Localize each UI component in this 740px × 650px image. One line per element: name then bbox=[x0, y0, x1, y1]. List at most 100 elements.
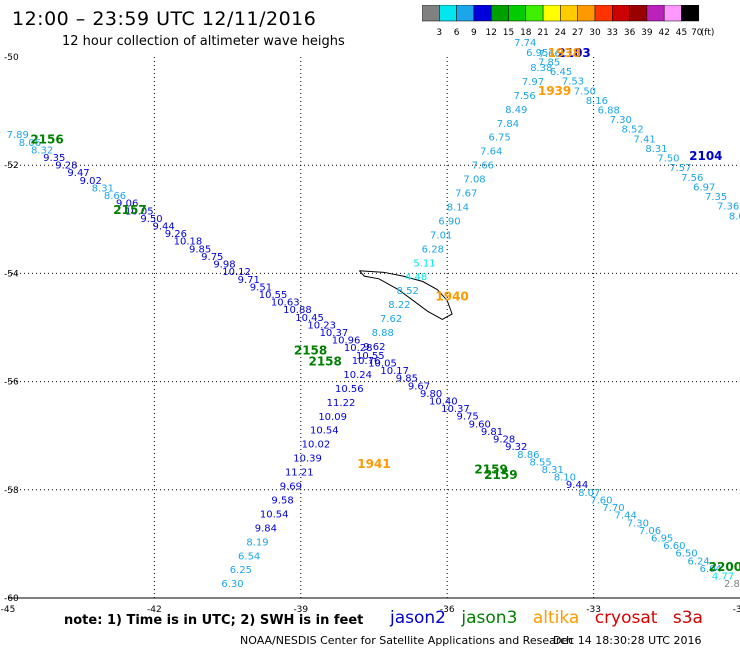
swh-value: 9.32 bbox=[505, 442, 527, 453]
x-tick-label: -42 bbox=[147, 605, 162, 615]
chart-title: 12:00 – 23:59 UTC 12/11/2016 bbox=[12, 8, 317, 30]
scale-label: 39 bbox=[641, 28, 653, 38]
swh-value: 8.06 bbox=[19, 138, 41, 149]
swh-value: 9.85 bbox=[189, 244, 211, 255]
swh-value: 7.08 bbox=[463, 175, 485, 186]
scale-label: 3 bbox=[436, 28, 442, 38]
swh-value: 8.31 bbox=[92, 183, 114, 194]
swh-value: 4.48 bbox=[405, 272, 427, 283]
swh-value: 9.35 bbox=[43, 153, 65, 164]
legend-cryosat: cryosat bbox=[594, 608, 658, 628]
swh-value: 8.22 bbox=[388, 300, 410, 311]
swh-value: 10.05 bbox=[368, 358, 397, 369]
pass-time-label: 2104 bbox=[689, 149, 722, 163]
swh-value: 7.57 bbox=[669, 163, 691, 174]
swh-value: 10.54 bbox=[260, 509, 289, 520]
swh-value: 10.37 bbox=[320, 328, 349, 339]
swh-value: 7.50 bbox=[574, 86, 596, 97]
swh-value: 10.54 bbox=[310, 426, 339, 437]
swh-value: 9.26 bbox=[165, 229, 187, 240]
swh-value: 7.62 bbox=[380, 314, 402, 325]
swh-value: 8.88 bbox=[372, 328, 394, 339]
scale-label: 33 bbox=[607, 28, 618, 38]
swh-value: 8.49 bbox=[505, 105, 527, 116]
y-tick-label: -58 bbox=[4, 486, 19, 496]
swh-value: 10.40 bbox=[429, 397, 458, 408]
swh-value: 7.44 bbox=[615, 511, 637, 522]
scale-label: 9 bbox=[471, 28, 477, 38]
swh-value: 8.32 bbox=[31, 145, 53, 156]
swh-value: 9.28 bbox=[55, 161, 77, 172]
swh-value: 7.89 bbox=[7, 130, 29, 141]
pass-time-label: 2158 bbox=[308, 354, 341, 368]
swh-value: 8.16 bbox=[586, 96, 608, 107]
swh-value: 7.66 bbox=[539, 49, 561, 60]
swh-value: 6.25 bbox=[230, 565, 252, 576]
swh-value: 7.97 bbox=[522, 77, 544, 88]
scale-label: 70 bbox=[691, 28, 703, 38]
swh-value: 9.28 bbox=[493, 435, 515, 446]
swh-value: 9.62 bbox=[363, 342, 385, 353]
swh-value: 9.06 bbox=[116, 199, 138, 210]
swh-value: 9.98 bbox=[213, 260, 235, 271]
swh-value: 8.86 bbox=[517, 450, 539, 461]
swh-value: 10.18 bbox=[174, 237, 203, 248]
scale-label: 21 bbox=[537, 28, 548, 38]
swh-value: 6.97 bbox=[693, 182, 715, 193]
swh-value: 6.24 bbox=[688, 556, 710, 567]
swh-value: 10.02 bbox=[302, 440, 331, 451]
swh-value: 10.09 bbox=[318, 412, 347, 423]
swh-value: 9.84 bbox=[255, 523, 277, 534]
swh-value: 8.10 bbox=[554, 473, 576, 484]
swh-value: 6.90 bbox=[438, 216, 460, 227]
swh-value: 6.95 bbox=[526, 48, 548, 59]
swh-value: 7.41 bbox=[633, 134, 655, 145]
x-tick-label: -36 bbox=[440, 605, 455, 615]
pass-time-label: 1941 bbox=[357, 457, 390, 471]
pass-time-label: 2159 bbox=[474, 463, 507, 477]
scale-label: 45 bbox=[676, 28, 687, 38]
swh-value: 7.30 bbox=[627, 518, 649, 529]
swh-value: 11.22 bbox=[327, 398, 356, 409]
swh-value: 8.66 bbox=[104, 191, 126, 202]
y-tick-label: -60 bbox=[4, 594, 19, 604]
swh-value: 10.56 bbox=[335, 384, 364, 395]
scale-label: 27 bbox=[572, 28, 583, 38]
pass-time-label: 2157 bbox=[113, 203, 146, 217]
swh-value: 7.66 bbox=[472, 161, 494, 172]
swh-value: 7.50 bbox=[657, 154, 679, 165]
swh-value: 6.28 bbox=[422, 244, 444, 255]
swh-value: 7.70 bbox=[602, 503, 624, 514]
swh-value: 5.11 bbox=[413, 258, 435, 269]
swh-value: 10.28 bbox=[344, 343, 373, 354]
swh-value: 10.96 bbox=[332, 336, 361, 347]
swh-value: 7.53 bbox=[562, 77, 584, 88]
swh-value: 10.45 bbox=[295, 313, 324, 324]
swh-value: 8.38 bbox=[530, 63, 552, 74]
swh-value: 8.07 bbox=[578, 488, 600, 499]
y-tick-label: -50 bbox=[4, 53, 19, 63]
swh-value: 9.75 bbox=[201, 252, 223, 263]
pass-time-label: 2156 bbox=[30, 133, 63, 147]
pass-time-label: 1940 bbox=[435, 289, 468, 303]
swh-value: 7.30 bbox=[610, 115, 632, 126]
swh-value: 9.67 bbox=[408, 381, 430, 392]
swh-value: 10.63 bbox=[271, 298, 300, 309]
swh-value: 9.75 bbox=[456, 412, 478, 423]
swh-value: 9.69 bbox=[280, 482, 302, 493]
swh-value: 10.39 bbox=[293, 454, 322, 465]
swh-value: 7.60 bbox=[590, 495, 612, 506]
generated-timestamp: Dec 14 18:30:28 UTC 2016 bbox=[553, 634, 702, 647]
y-tick-label: -56 bbox=[4, 378, 19, 388]
legend-jason3: jason3 bbox=[461, 608, 518, 628]
scale-label: 42 bbox=[658, 28, 669, 38]
x-tick-label: -45 bbox=[1, 605, 16, 615]
swh-value: 9.47 bbox=[67, 168, 89, 179]
swh-value: 7.06 bbox=[639, 526, 661, 537]
swh-value: 6.88 bbox=[598, 106, 620, 117]
credit-text: NOAA/NESDIS Center for Satellite Applica… bbox=[240, 634, 574, 647]
swh-value: 10.24 bbox=[343, 370, 372, 381]
swh-value: 7.67 bbox=[455, 189, 477, 200]
legend-altika: altika bbox=[532, 608, 580, 628]
